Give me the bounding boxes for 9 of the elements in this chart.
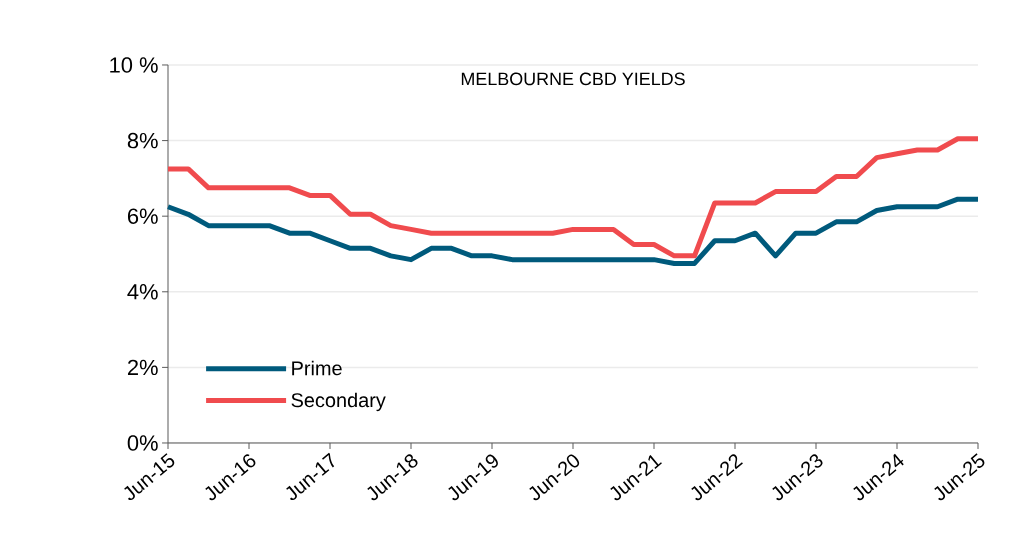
chart-title: MELBOURNE CBD YIELDS xyxy=(461,72,685,86)
y-tick-label: 6% xyxy=(127,208,158,224)
legend-label: Secondary xyxy=(291,392,386,412)
y-tick-label: 2% xyxy=(127,359,158,376)
legend-label: Prime xyxy=(292,360,342,376)
y-tick-label: 10 % xyxy=(110,57,158,73)
y-tick-label: 0% xyxy=(127,435,158,451)
y-tick-label: 8% xyxy=(127,132,158,149)
y-tick-label: 4% xyxy=(127,284,158,300)
